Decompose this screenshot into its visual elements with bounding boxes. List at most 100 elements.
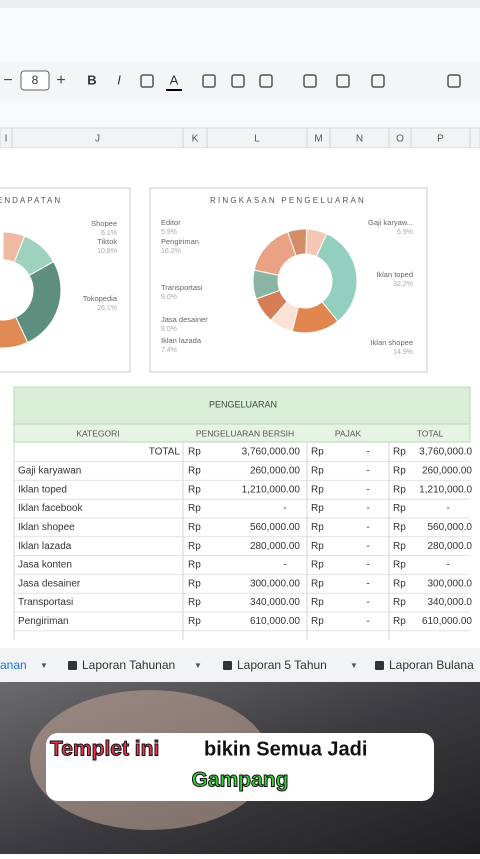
segment-label: Jasa desainer (161, 315, 208, 324)
table-cell: - (366, 616, 369, 627)
segment-value: 7.4% (161, 347, 177, 354)
table-cell: Rp (188, 578, 201, 589)
table-cell: - (366, 484, 369, 495)
column-header-bar (0, 127, 480, 149)
table-cell: - (283, 503, 286, 514)
table-cell: Rp (393, 541, 406, 552)
segment-label: Transportasi (161, 283, 203, 292)
caption-text: bikin Semua Jadi (204, 738, 367, 760)
table-header: KATEGORI (76, 428, 119, 438)
table-cell: 1,210,000.00 (242, 484, 301, 495)
table-cell: Rp (188, 616, 201, 627)
table-cell: Rp (393, 466, 406, 477)
table-cell: Rp (393, 522, 406, 533)
table-title-row (13, 386, 471, 425)
table-cell: Rp (393, 447, 406, 458)
table-cell: Rp (311, 503, 324, 514)
table-cell: Rp (393, 597, 406, 608)
chart-title: RINGKASAN PENGELUARAN (210, 196, 366, 205)
segment-label: Iklan shopee (370, 338, 413, 347)
table-cell: - (366, 541, 369, 552)
donut-segment (287, 228, 308, 257)
donut-segment (315, 233, 358, 322)
toolbar-icon (259, 74, 273, 88)
segment-label: Shopee (91, 219, 117, 228)
table-cell: Rp (311, 597, 324, 608)
table-cell: 280,000.0 (428, 541, 473, 552)
table-cell: Rp (393, 560, 406, 571)
table-cell: Rp (311, 522, 324, 533)
column-header: I (5, 134, 8, 145)
segment-value: 6.9% (397, 229, 413, 236)
table-cell: Rp (393, 503, 406, 514)
sheet-tab[interactable]: Laporan Bulana (389, 658, 474, 672)
table-cell: 340,000.00 (250, 597, 300, 608)
table-cell: 610,000.00 (250, 616, 300, 627)
table-cell: 3,760,000.0 (419, 447, 472, 458)
table-cell: - (446, 503, 449, 514)
table-cell: Iklan shopee (18, 522, 75, 533)
caption-accent: Gampang (192, 769, 289, 792)
plus-icon: + (56, 72, 65, 89)
expense-chart-box (149, 187, 428, 373)
toolbar-button: I (117, 72, 121, 87)
column-header: P (437, 134, 444, 145)
toolbar-button: B (87, 72, 96, 87)
table-cell: Rp (188, 597, 201, 608)
segment-value: 10.8% (97, 248, 117, 255)
table-cell: Gaji karyawan (18, 466, 81, 477)
table-cell: Rp (393, 616, 406, 627)
table-cell: Iklan toped (18, 484, 67, 495)
table-cell: Pengiriman (18, 616, 69, 627)
column-header: K (192, 134, 199, 145)
column-header: M (314, 134, 322, 145)
segment-label: Tiktok (97, 237, 117, 246)
font-size-box (20, 70, 50, 91)
table-cell: - (366, 447, 369, 458)
table-cell: - (366, 597, 369, 608)
table-cell: Rp (311, 484, 324, 495)
table-cell: Rp (188, 560, 201, 571)
sheet-tab[interactable]: anan (0, 658, 27, 672)
table-cell: Rp (188, 522, 201, 533)
toolbar-icon (303, 74, 317, 88)
toolbar (0, 62, 480, 100)
tab-arrow: ▼ (40, 661, 48, 670)
toolbar-icon (140, 74, 154, 88)
table-cell: - (366, 466, 369, 477)
table-cell: Rp (393, 484, 406, 495)
segment-label: Tokopedia (83, 294, 118, 303)
table-cell: 260,000.00 (250, 466, 300, 477)
segment-label: Pengiriman (161, 237, 199, 246)
segment-value: 9.0% (161, 294, 177, 301)
column-header: O (396, 134, 404, 145)
table-cell: Rp (311, 466, 324, 477)
table-cell: Rp (311, 447, 324, 458)
table-cell: Rp (188, 484, 201, 495)
table-title: PENGELUARAN (209, 399, 277, 409)
table-cell: - (283, 560, 286, 571)
toolbar-button: A (170, 72, 179, 87)
sheet-tab[interactable]: Laporan 5 Tahun (237, 658, 327, 672)
segment-value: 16.2% (161, 248, 181, 255)
table-cell: TOTAL (149, 447, 181, 458)
segment-value: 8.0% (161, 326, 177, 333)
table-cell: - (366, 522, 369, 533)
table-cell: Rp (311, 560, 324, 571)
toolbar-icon (231, 74, 245, 88)
tab-bar (0, 648, 480, 682)
sheet-tab[interactable]: Laporan Tahunan (82, 658, 175, 672)
table-cell: Rp (311, 578, 324, 589)
table-cell: Rp (188, 541, 201, 552)
lock-icon (223, 661, 232, 670)
table-cell: Rp (311, 541, 324, 552)
table-cell: 560,000.00 (250, 522, 300, 533)
top-bar (0, 0, 480, 8)
caption-box (46, 733, 434, 801)
table-cell: Iklan facebook (18, 503, 83, 514)
segment-label: Iklan toped (376, 270, 413, 279)
table-cell: Rp (188, 447, 201, 458)
lock-icon (375, 661, 384, 670)
table-cell: 260,000.00 (422, 466, 472, 477)
